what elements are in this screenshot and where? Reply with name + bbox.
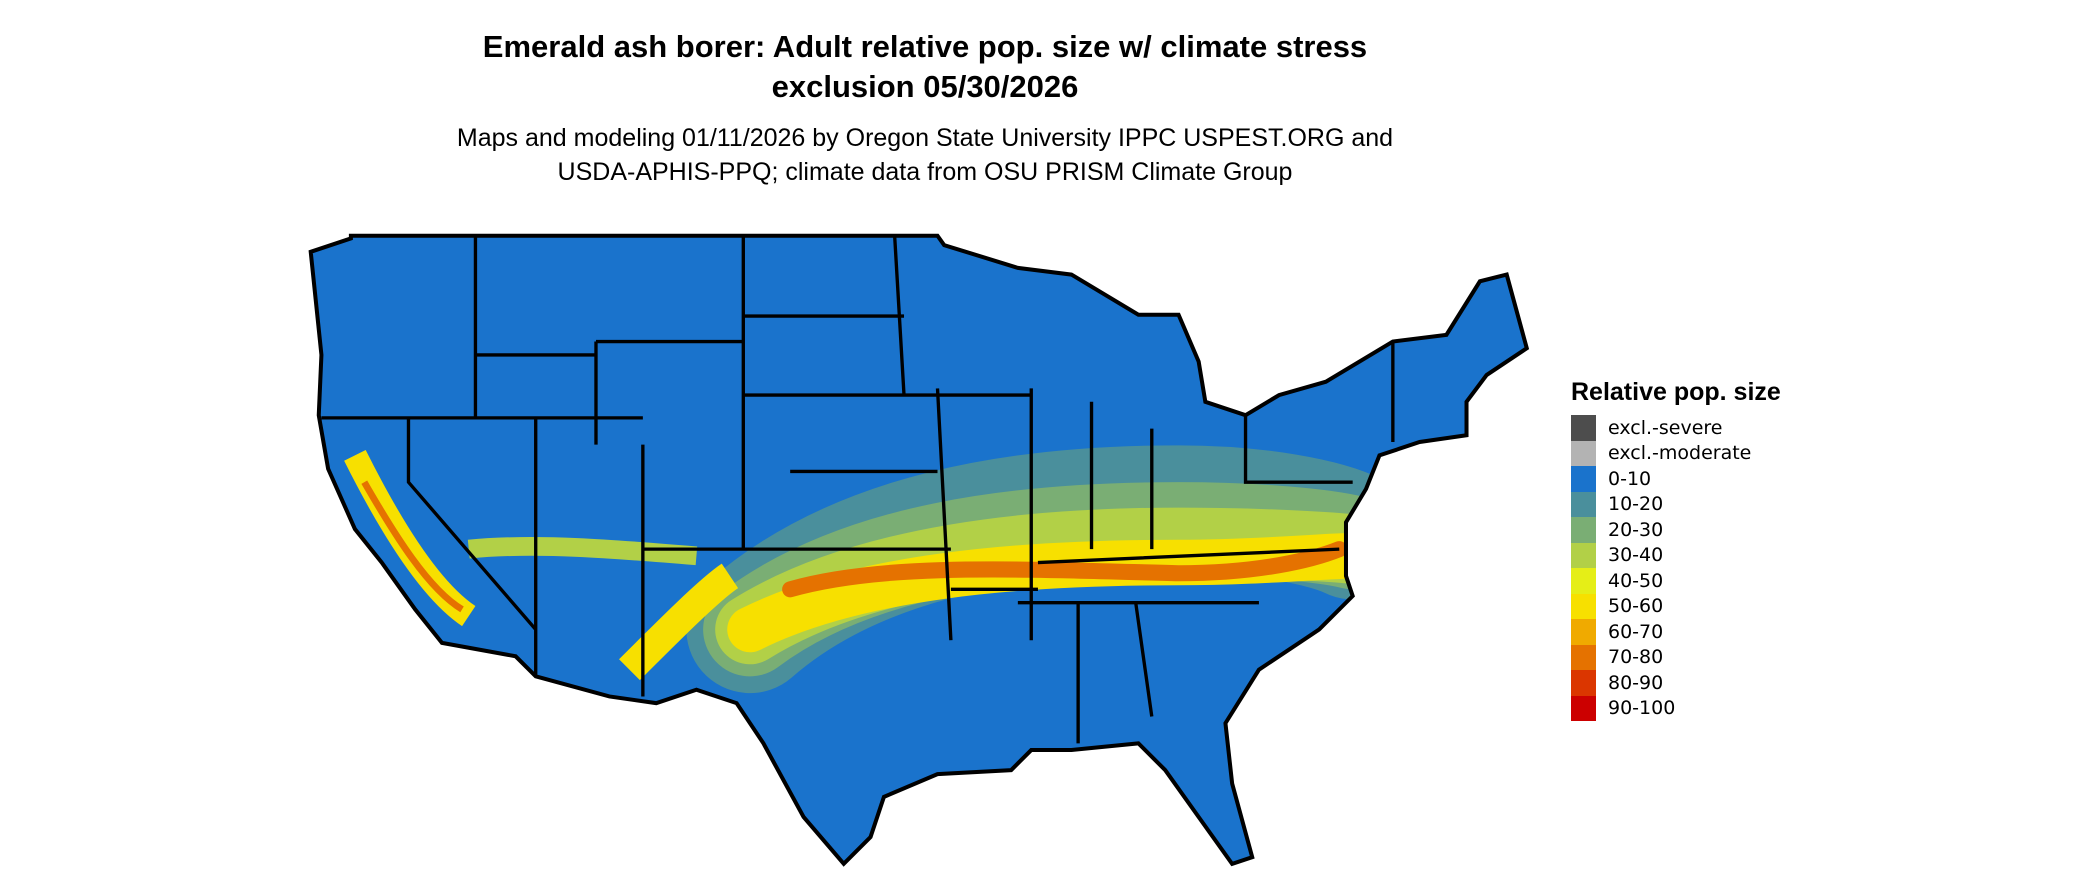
legend-label: excl.-moderate: [1608, 442, 1752, 465]
legend-label: excl.-severe: [1608, 416, 1723, 439]
legend-label: 30-40: [1608, 544, 1664, 567]
suitability-bands: [344, 445, 1417, 694]
legend-item: 0-10: [1571, 466, 1781, 492]
legend-item: excl.-moderate: [1571, 440, 1781, 466]
subtitle-line-1: Maps and modeling 01/11/2026 by Oregon S…: [456, 124, 1394, 152]
legend-label: 10-20: [1608, 493, 1664, 516]
legend-swatch: [1571, 619, 1596, 645]
legend-label: 20-30: [1608, 518, 1664, 541]
subtitle-line-2: USDA-APHIS-PPQ; climate data from OSU PR…: [557, 158, 1293, 186]
legend: Relative pop. size excl.-severe excl.-mod…: [1571, 378, 1781, 721]
legend-swatch: [1571, 440, 1596, 466]
map-title-line-2: exclusion 05/30/2026: [771, 69, 1079, 104]
legend-item: 70-80: [1571, 644, 1781, 670]
legend-title: Relative pop. size: [1571, 378, 1781, 406]
legend-item: excl.-severe: [1571, 415, 1781, 441]
legend-item: 90-100: [1571, 695, 1781, 721]
legend-items: excl.-severe excl.-moderate 0-10 10-20 20-30…: [1571, 415, 1781, 721]
band-california-core: [361, 480, 464, 613]
legend-label: 50-60: [1608, 595, 1664, 618]
map-title-line-1: Emerald ash borer: Adult relative pop. s…: [482, 29, 1368, 64]
legend-swatch: [1571, 695, 1596, 721]
legend-label: 0-10: [1608, 467, 1652, 490]
legend-label: 70-80: [1608, 646, 1664, 669]
legend-swatch: [1571, 644, 1596, 670]
legend-item: 40-50: [1571, 568, 1781, 594]
legend-swatch: [1571, 415, 1596, 441]
legend-label: 60-70: [1608, 620, 1664, 643]
legend-swatch: [1571, 491, 1596, 517]
legend-swatch: [1571, 466, 1596, 492]
legend-item: 50-60: [1571, 593, 1781, 619]
legend-label: 40-50: [1608, 569, 1664, 592]
legend-label: 80-90: [1608, 671, 1664, 694]
legend-item: 30-40: [1571, 542, 1781, 568]
legend-item: 20-30: [1571, 517, 1781, 543]
legend-item: 10-20: [1571, 491, 1781, 517]
state-borders: [321, 235, 1395, 744]
legend-item: 60-70: [1571, 619, 1781, 645]
legend-swatch: [1571, 670, 1596, 696]
legend-swatch: [1571, 542, 1596, 568]
legend-swatch: [1571, 593, 1596, 619]
band-great-basin: [467, 536, 698, 566]
band-70-80: [782, 541, 1348, 598]
legend-label: 90-100: [1608, 697, 1676, 720]
legend-swatch: [1571, 517, 1596, 543]
legend-item: 80-90: [1571, 670, 1781, 696]
legend-swatch: [1571, 568, 1596, 594]
